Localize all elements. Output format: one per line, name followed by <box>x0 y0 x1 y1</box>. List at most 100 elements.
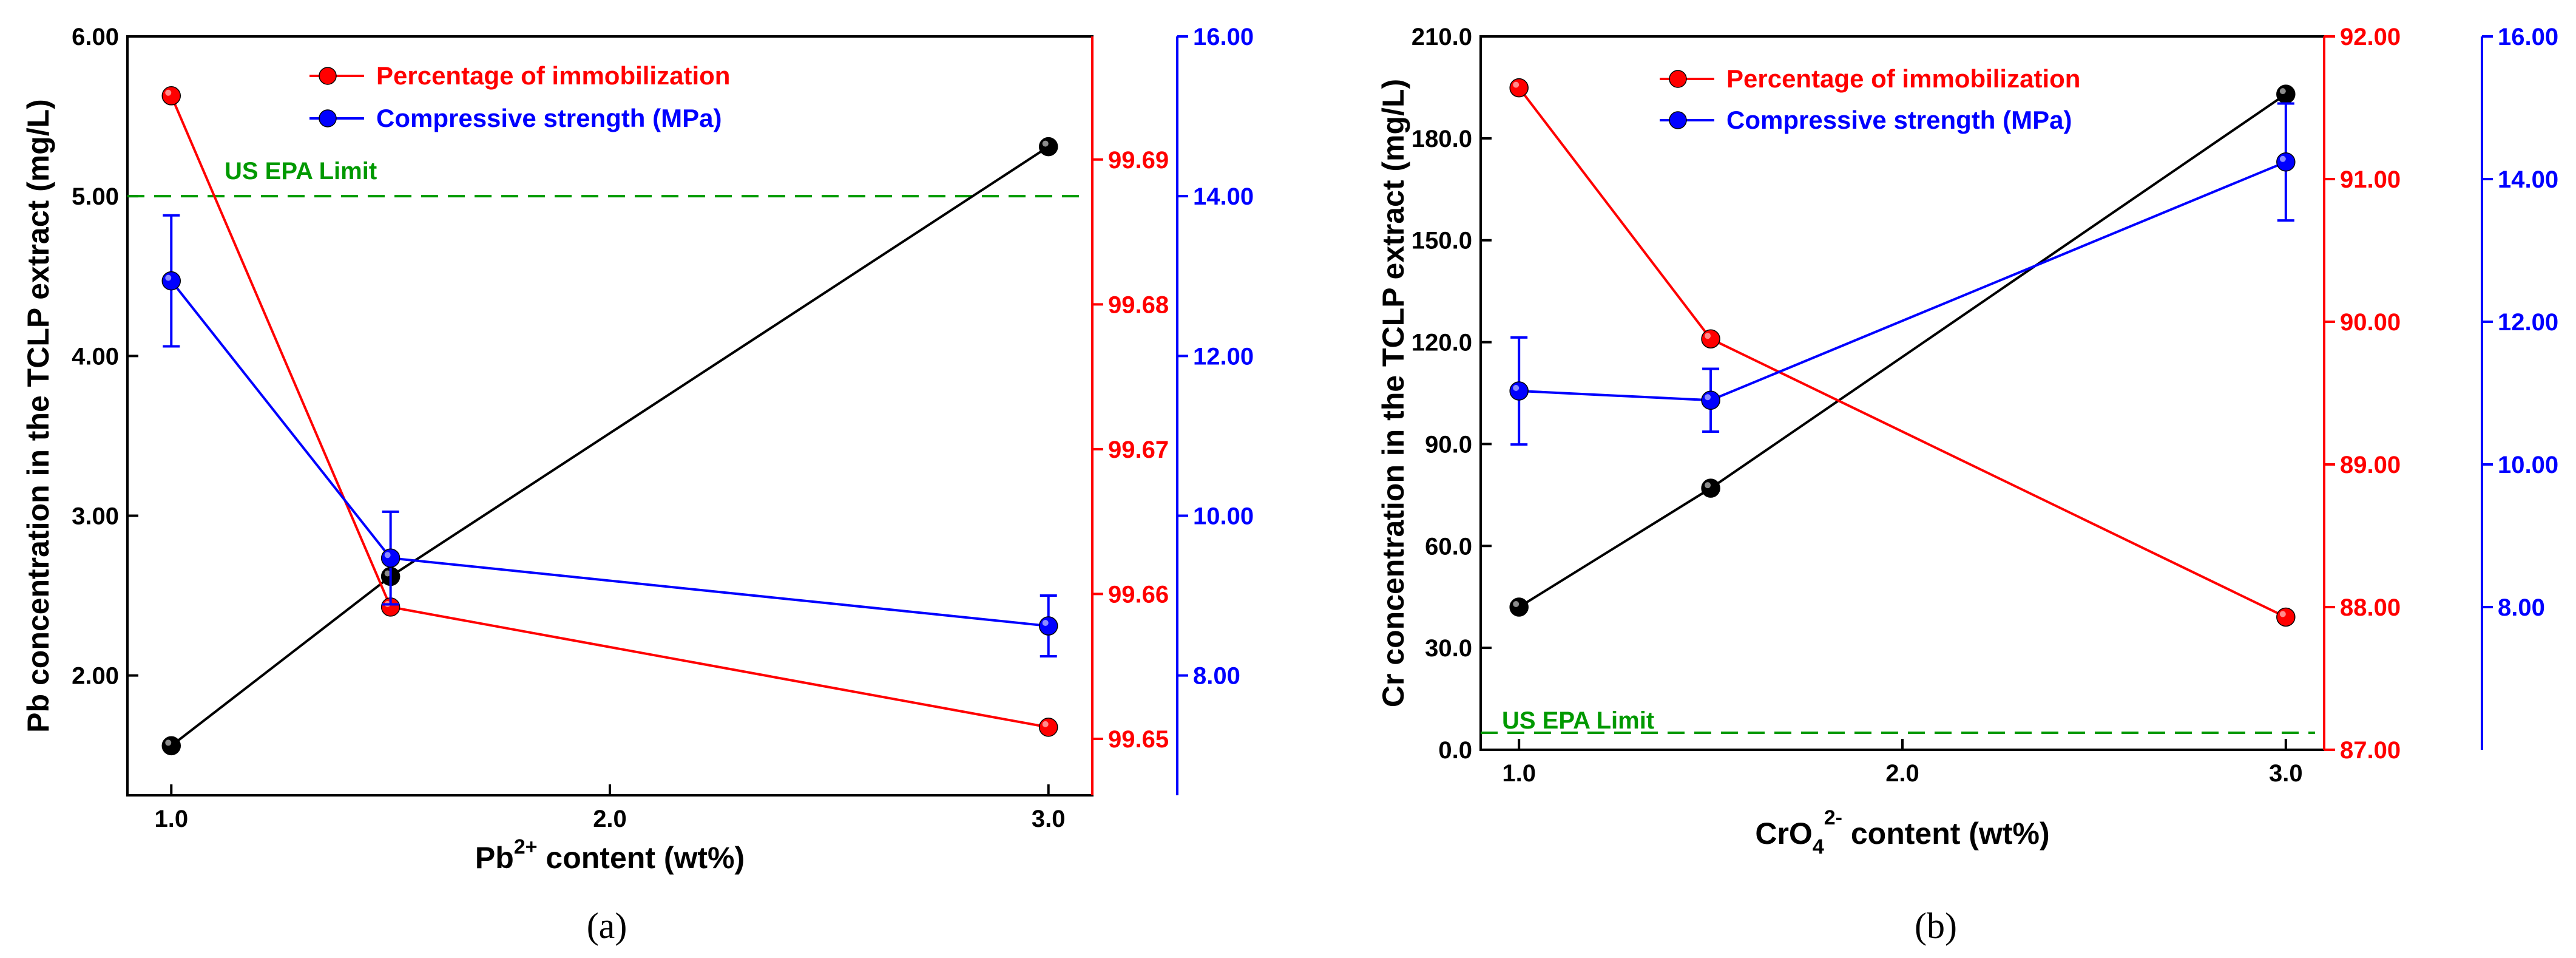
x-title-main: Pb <box>475 841 514 875</box>
chart-panel-a: 1.0 2.0 3.0 2.00 3.00 4.00 5.00 6.00 99.65 99.66 9… <box>21 24 1254 946</box>
y-blue-tick-label: 8.00 <box>2498 594 2545 621</box>
y-blue-tick-label: 16.00 <box>1193 24 1254 50</box>
y-red-tick-label: 88.00 <box>2340 594 2401 621</box>
data-point-highlight <box>384 570 391 577</box>
panel-caption: (b) <box>1915 906 1957 946</box>
y-left-tick-label: 0.0 <box>1438 737 1472 764</box>
legend-entry: Percentage of immobilization <box>1726 64 2080 93</box>
series-line-2 <box>170 280 1049 628</box>
y-red-tick-label: 89.00 <box>2340 452 2401 478</box>
y-red-tick-label: 90.00 <box>2340 309 2401 336</box>
y-left-tick-label: 210.0 <box>1411 24 1472 50</box>
data-point-highlight <box>1042 620 1049 627</box>
data-point-highlight <box>2279 88 2286 95</box>
panel-caption: (a) <box>587 906 627 946</box>
data-point-highlight <box>165 739 172 746</box>
series-line-1 <box>1518 87 2287 619</box>
legend-marker <box>1669 111 1687 129</box>
y-blue-tick-label: 10.00 <box>1193 503 1254 529</box>
y-blue-tick-label: 14.00 <box>2498 166 2558 193</box>
data-point-highlight <box>1705 394 1711 401</box>
plot-frame <box>1479 35 2325 751</box>
y-axis-title: Cr concentration in the TCLP extract (mg… <box>1376 79 1410 707</box>
data-point-highlight <box>2279 611 2286 617</box>
y-red-tick-label: 99.65 <box>1108 726 1169 753</box>
data-point-highlight <box>1513 81 1520 88</box>
legend-marker <box>319 109 337 127</box>
data-point <box>161 736 181 756</box>
epa-limit-label: US EPA Limit <box>225 158 377 185</box>
y-left-tick-label: 5.00 <box>72 183 119 210</box>
data-point-highlight <box>1042 721 1049 727</box>
x-tick-label: 3.0 <box>1032 806 1066 832</box>
x-tick-label: 2.0 <box>1885 760 1919 787</box>
data-point <box>1038 718 1058 737</box>
data-point <box>1701 478 1720 498</box>
data-point-highlight <box>1513 601 1520 607</box>
y-red-tick-label: 87.00 <box>2340 737 2401 764</box>
x-title-sub: 4 <box>1813 835 1824 858</box>
x-title-suffix: content (wt%) <box>538 841 745 875</box>
y-left-tick-label: 90.0 <box>1425 431 1472 458</box>
y-blue-tick-label: 16.00 <box>2498 24 2558 50</box>
chart-panel-b: 1.0 2.0 3.0 0.0 30.0 60.0 90.0 120.0 150.0 180.0 2… <box>1376 24 2558 946</box>
series-line-1 <box>170 95 1049 729</box>
data-point-highlight <box>165 274 172 281</box>
plot-frame <box>126 35 1094 797</box>
data-point-highlight <box>384 552 391 559</box>
y-left-tick-label: 180.0 <box>1411 126 1472 152</box>
data-point-highlight <box>1513 384 1520 391</box>
legend-entry: Percentage of immobilization <box>376 61 730 90</box>
y-red-tick-label: 92.00 <box>2340 24 2401 50</box>
data-point <box>2276 607 2296 627</box>
y-left-tick-label: 4.00 <box>72 343 119 370</box>
x-title-main: CrO <box>1755 817 1812 851</box>
data-point <box>1038 616 1058 636</box>
x-axis-title: CrO42- content (wt%) <box>1755 806 2049 858</box>
y-blue-tick-label: 8.00 <box>1193 663 1240 690</box>
y-blue-tick-label: 14.00 <box>1193 183 1254 210</box>
data-point <box>2276 84 2296 104</box>
data-point-highlight <box>1042 140 1049 147</box>
data-point-highlight <box>1705 333 1711 339</box>
legend-entry: Compressive strength (MPa) <box>376 104 722 132</box>
data-point <box>161 271 181 291</box>
x-title-suffix: content (wt%) <box>1842 817 2050 851</box>
x-axis-title: Pb2+ content (wt%) <box>475 835 745 875</box>
y-left-tick-label: 60.0 <box>1425 533 1472 560</box>
data-point-highlight <box>2279 155 2286 162</box>
epa-limit-label: US EPA Limit <box>1502 707 1654 734</box>
x-title-sup: 2- <box>1824 806 1842 829</box>
data-point <box>1701 390 1720 410</box>
y-red-tick-label: 99.67 <box>1108 437 1169 463</box>
series-line-0 <box>1518 93 2287 608</box>
y-left-tick-label: 150.0 <box>1411 228 1472 254</box>
data-point <box>1509 597 1529 617</box>
legend-marker <box>1669 70 1687 88</box>
y-red-tick-label: 99.69 <box>1108 147 1169 174</box>
y-red-tick-label: 91.00 <box>2340 166 2401 193</box>
y-red-tick-label: 99.66 <box>1108 581 1169 608</box>
data-point-highlight <box>1705 482 1711 489</box>
data-point <box>1509 381 1529 401</box>
data-point <box>2276 152 2296 172</box>
y-red-tick-label: 99.68 <box>1108 291 1169 318</box>
y-blue-tick-label: 12.00 <box>1193 343 1254 370</box>
y-blue-tick-label: 10.00 <box>2498 452 2558 478</box>
series-line-2 <box>1519 160 2287 402</box>
data-point-highlight <box>165 89 172 96</box>
y-blue-tick-label: 12.00 <box>2498 309 2558 336</box>
x-tick-label: 2.0 <box>593 806 627 832</box>
x-title-sup: 2+ <box>514 835 538 858</box>
data-point <box>380 548 401 568</box>
y-axis-title: Pb concentration in the TCLP extract (mg… <box>21 99 55 733</box>
y-left-tick-label: 2.00 <box>72 663 119 690</box>
x-tick-label: 3.0 <box>2269 760 2303 787</box>
data-point <box>1701 329 1720 348</box>
data-point <box>1509 78 1529 98</box>
y-left-tick-label: 3.00 <box>72 503 119 529</box>
y-left-tick-label: 6.00 <box>72 24 119 50</box>
legend-entry: Compressive strength (MPa) <box>1726 106 2072 134</box>
data-point <box>1038 137 1058 157</box>
